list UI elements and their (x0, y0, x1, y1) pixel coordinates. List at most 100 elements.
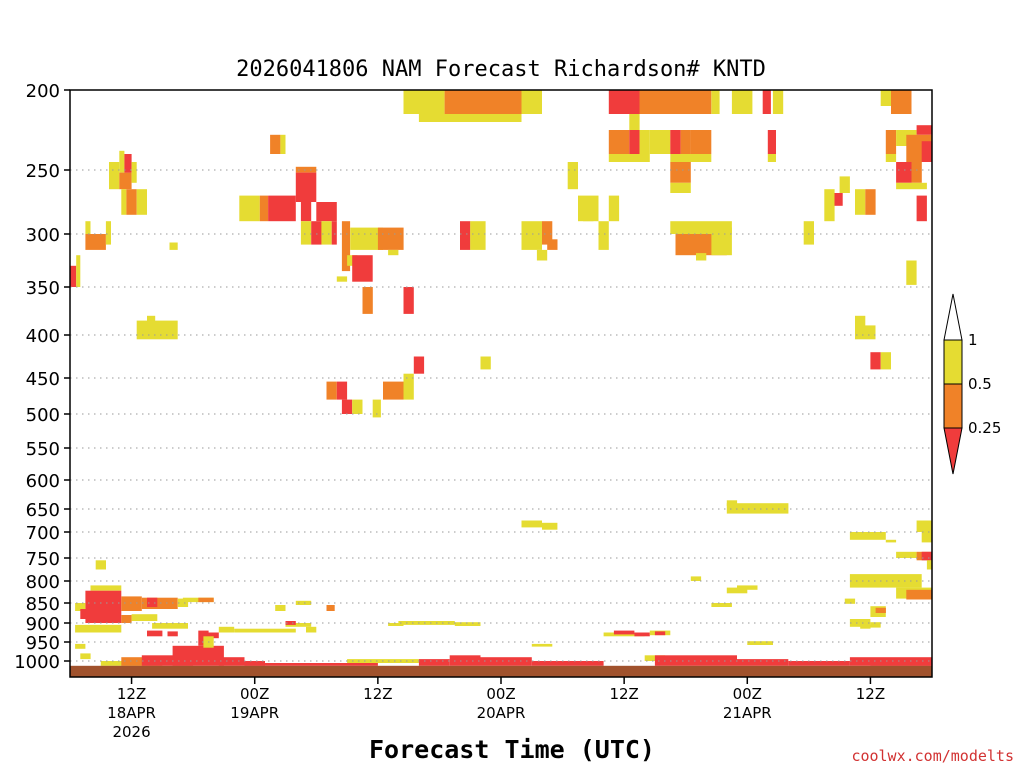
ri-cell-yellow (896, 551, 917, 558)
ri-cell-orange (362, 287, 373, 314)
ri-cell-yellow (454, 622, 481, 626)
ri-cell-red (670, 130, 681, 154)
ri-cell-red (921, 551, 932, 561)
x-tick-label-18-2: 19APR (230, 704, 279, 722)
ri-cell-yellow (418, 114, 522, 122)
ri-cell-yellow (182, 597, 214, 603)
ri-cell-yellow (583, 211, 594, 222)
ri-cell-yellow (860, 624, 871, 629)
ri-cell-red (311, 221, 322, 245)
ri-cell-red (70, 265, 77, 287)
ri-cell-red (336, 381, 348, 400)
ri-cell-yellow (711, 90, 720, 114)
ri-cell-yellow (403, 90, 445, 114)
ri-cell-yellow (75, 603, 86, 611)
ri-cell-orange (141, 597, 178, 609)
ri-cell-red (916, 195, 927, 222)
ri-cell-orange (639, 90, 712, 114)
ri-cell-yellow (388, 249, 399, 256)
ri-cell-yellow (76, 255, 81, 287)
ri-cell-yellow (95, 560, 106, 570)
ri-cell-yellow (85, 221, 91, 234)
ri-cell-yellow (726, 503, 789, 514)
ri-cell-yellow (855, 315, 866, 328)
ri-cell-yellow (849, 574, 922, 588)
y-tick-label-900: 900 (26, 614, 60, 635)
ri-cell-yellow (649, 130, 671, 154)
x-tick-label-18-1: 00Z (240, 685, 269, 703)
ri-cell-red (124, 154, 132, 173)
ri-cell-red (480, 657, 532, 666)
ri-cell-yellow (480, 356, 491, 370)
ri-cell-yellow (855, 189, 866, 215)
ri-cell-red (208, 632, 219, 639)
ri-cell-red (767, 130, 776, 154)
x-tick-label-6-2: 18APR (107, 704, 156, 722)
ri-cell-yellow (350, 227, 383, 250)
credit-text: coolwx.com/modelts (851, 747, 1014, 765)
ri-cell-yellow (629, 114, 640, 130)
ri-cell-yellow (639, 130, 650, 154)
ri-cell-yellow (921, 532, 932, 543)
ri-cell-orange (547, 239, 558, 250)
ri-cell-yellow (152, 623, 188, 629)
ri-cell-yellow (726, 500, 738, 507)
ri-cell-orange (690, 130, 712, 154)
ri-cell-red (331, 221, 337, 245)
x-tick-label-66-2: 21APR (723, 704, 772, 722)
ri-cell-orange (119, 172, 132, 190)
ri-cell-yellow (536, 249, 548, 261)
ground-layer (70, 665, 932, 677)
ri-cell-red (870, 352, 881, 370)
ri-cell-orange (121, 615, 132, 623)
ri-cell-red (218, 657, 245, 666)
y-tick-label-550: 550 (26, 439, 60, 460)
y-tick-label-450: 450 (26, 369, 60, 390)
ri-cell-yellow (109, 162, 120, 190)
ri-cell-yellow (388, 623, 404, 626)
ri-cell-yellow (772, 90, 784, 114)
ri-cell-yellow (608, 154, 650, 162)
y-tick-label-250: 250 (26, 161, 60, 182)
ri-cell-yellow (90, 585, 122, 591)
ri-cell-red (654, 631, 666, 636)
ri-cell-red (531, 661, 604, 666)
legend-label-0.5: 0.5 (968, 375, 992, 393)
ri-cell-yellow (726, 587, 748, 594)
x-tick-label-42-1: 00Z (486, 685, 515, 703)
ri-cell-orange (326, 381, 337, 400)
ri-cell-red (352, 255, 373, 282)
ri-cell-yellow (885, 154, 897, 162)
ri-cell-red (167, 631, 178, 637)
legend-label-0.25: 0.25 (968, 419, 1001, 437)
ri-cell-yellow (119, 150, 125, 173)
ri-cell-yellow (295, 600, 312, 605)
ri-cell-yellow (803, 221, 814, 245)
ri-cell-orange (259, 195, 268, 222)
ri-cell-orange (885, 130, 897, 154)
ri-cell-red (870, 661, 932, 666)
y-tick-label-400: 400 (26, 326, 60, 347)
ri-cells-layer (70, 90, 932, 666)
ri-cell-orange (85, 234, 106, 250)
ri-cell-orange (377, 227, 404, 250)
ri-cell-red (737, 659, 789, 666)
ri-cell-yellow (275, 605, 286, 611)
ri-cell-yellow (80, 653, 91, 660)
ri-cell-red (285, 621, 296, 625)
ri-cell-yellow (844, 598, 856, 604)
ri-cell-yellow (300, 221, 312, 245)
ri-cell-orange (865, 189, 876, 215)
ri-cell-yellow (285, 623, 312, 627)
ri-cell-yellow (696, 253, 707, 261)
ri-cell-orange (911, 162, 922, 183)
ri-cell-yellow (470, 221, 486, 250)
ri-cell-yellow (849, 532, 886, 540)
ri-cell-yellow (608, 195, 620, 222)
ground-band (70, 665, 932, 677)
legend-swatch-red (943, 427, 963, 475)
ri-cell-yellow (767, 154, 776, 162)
